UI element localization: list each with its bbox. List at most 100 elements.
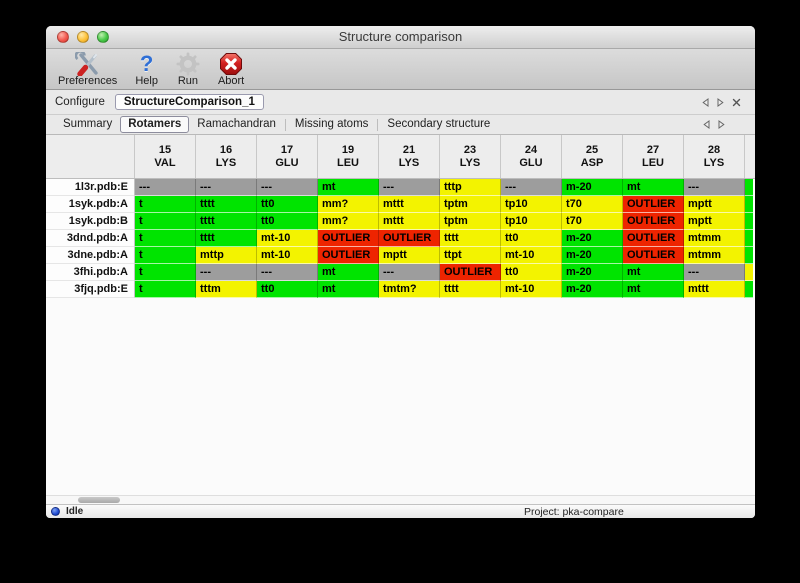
rotamer-cell[interactable]: --- xyxy=(257,179,318,196)
rotamer-cell-partial[interactable] xyxy=(745,230,753,247)
rotamer-cell[interactable]: mtmm xyxy=(684,247,745,264)
help-button[interactable]: ? Help xyxy=(135,52,158,87)
rotamer-cell[interactable]: --- xyxy=(196,264,257,281)
rotamer-cell[interactable]: mt-10 xyxy=(257,230,318,247)
rotamer-cell[interactable]: tt0 xyxy=(501,264,562,281)
rotamer-cell[interactable]: tttm xyxy=(196,281,257,298)
rotamer-cell[interactable]: mt xyxy=(623,179,684,196)
rotamer-cell[interactable]: mt xyxy=(623,264,684,281)
tab-ramachandran[interactable]: Ramachandran xyxy=(197,118,276,130)
rotamer-cell[interactable]: --- xyxy=(379,264,440,281)
rotamer-cell[interactable]: mttt xyxy=(379,196,440,213)
rotamer-cell[interactable]: mtmm xyxy=(684,230,745,247)
column-header[interactable]: 17 GLU xyxy=(257,135,318,178)
rotamer-cell[interactable]: OUTLIER xyxy=(440,264,501,281)
rotamer-cell-partial[interactable] xyxy=(745,213,753,230)
rotamer-cell[interactable]: m-20 xyxy=(562,264,623,281)
row-label[interactable]: 3fjq.pdb:E xyxy=(46,281,135,298)
right-arrow-icon[interactable] xyxy=(717,97,724,107)
window-titlebar[interactable]: Structure comparison xyxy=(46,26,755,49)
rotamer-cell[interactable]: OUTLIER xyxy=(623,196,684,213)
rotamer-cell[interactable]: --- xyxy=(196,179,257,196)
rotamer-cell[interactable]: mt xyxy=(623,281,684,298)
rotamer-cell[interactable]: t xyxy=(135,281,196,298)
rotamer-cell[interactable]: mptt xyxy=(684,213,745,230)
column-header[interactable]: 19 LEU xyxy=(318,135,379,178)
rotamer-cell[interactable]: OUTLIER xyxy=(318,230,379,247)
row-label[interactable]: 1l3r.pdb:E xyxy=(46,179,135,196)
rotamer-cell[interactable]: tptm xyxy=(440,213,501,230)
rotamer-cell[interactable]: t xyxy=(135,213,196,230)
rotamer-cell[interactable]: tmtm? xyxy=(379,281,440,298)
rotamer-cell[interactable]: tttt xyxy=(196,213,257,230)
configuration-selector[interactable]: StructureComparison_1 xyxy=(114,94,264,110)
rotamer-cell[interactable]: tt0 xyxy=(257,196,318,213)
rotamer-cell[interactable]: tttt xyxy=(196,230,257,247)
rotamer-cell[interactable]: t xyxy=(135,196,196,213)
rotamer-cell[interactable]: m-20 xyxy=(562,179,623,196)
minimize-window-button[interactable] xyxy=(77,31,89,43)
column-header[interactable]: 23 LYS xyxy=(440,135,501,178)
rotamer-cell[interactable]: mt-10 xyxy=(257,247,318,264)
rotamer-cell[interactable]: mptt xyxy=(684,196,745,213)
rotamer-cell[interactable]: t xyxy=(135,247,196,264)
rotamer-cell[interactable]: mm? xyxy=(318,213,379,230)
rotamer-cell[interactable]: mt xyxy=(318,179,379,196)
rotamer-cell[interactable]: tt0 xyxy=(501,230,562,247)
rotamer-cell[interactable]: ttpt xyxy=(440,247,501,264)
rotamer-cell[interactable]: tttt xyxy=(196,196,257,213)
rotamer-cell[interactable]: --- xyxy=(501,179,562,196)
tab-summary[interactable]: Summary xyxy=(63,118,113,130)
column-header[interactable]: 25 ASP xyxy=(562,135,623,178)
left-arrow-icon[interactable] xyxy=(703,120,710,129)
rotamer-cell[interactable]: tttt xyxy=(440,230,501,247)
rotamer-cell[interactable]: mttp xyxy=(196,247,257,264)
rotamer-cell[interactable]: tp10 xyxy=(501,196,562,213)
column-header[interactable]: 16 LYS xyxy=(196,135,257,178)
column-header[interactable]: 21 LYS xyxy=(379,135,440,178)
tab-secondary-structure[interactable]: Secondary structure xyxy=(387,118,491,130)
rotamer-cell[interactable]: t70 xyxy=(562,196,623,213)
zoom-window-button[interactable] xyxy=(97,31,109,43)
left-arrow-icon[interactable] xyxy=(702,97,709,107)
rotamer-cell[interactable]: OUTLIER xyxy=(623,247,684,264)
rotamer-cell[interactable]: tt0 xyxy=(257,213,318,230)
tab-rotamers[interactable]: Rotamers xyxy=(120,116,190,133)
close-window-button[interactable] xyxy=(57,31,69,43)
column-header[interactable]: 15 VAL xyxy=(135,135,196,178)
rotamer-cell[interactable]: t70 xyxy=(562,213,623,230)
run-button[interactable]: Run xyxy=(176,52,200,87)
horizontal-scrollbar-thumb[interactable] xyxy=(78,497,120,503)
rotamer-cell[interactable]: mt xyxy=(318,264,379,281)
rotamer-cell[interactable]: OUTLIER xyxy=(379,230,440,247)
rotamer-cell[interactable]: tp10 xyxy=(501,213,562,230)
row-label[interactable]: 1syk.pdb:B xyxy=(46,213,135,230)
rotamer-cell[interactable]: --- xyxy=(684,179,745,196)
rotamer-cell[interactable]: mt-10 xyxy=(501,247,562,264)
rotamer-cell[interactable]: --- xyxy=(257,264,318,281)
tab-missing-atoms[interactable]: Missing atoms xyxy=(294,118,369,130)
column-header[interactable]: 28 LYS xyxy=(684,135,745,178)
rotamer-cell-partial[interactable] xyxy=(745,247,753,264)
row-label[interactable]: 3dnd.pdb:A xyxy=(46,230,135,247)
rotamer-cell[interactable]: --- xyxy=(684,264,745,281)
rotamer-cell[interactable]: mt xyxy=(318,281,379,298)
rotamer-cell[interactable]: tttp xyxy=(440,179,501,196)
rotamer-cell[interactable]: m-20 xyxy=(562,247,623,264)
right-arrow-icon[interactable] xyxy=(718,120,725,129)
row-label[interactable]: 3fhi.pdb:A xyxy=(46,264,135,281)
rotamer-cell[interactable]: OUTLIER xyxy=(623,230,684,247)
rotamer-cell[interactable]: --- xyxy=(135,179,196,196)
rotamer-cell[interactable]: tttt xyxy=(440,281,501,298)
rotamer-cell[interactable]: OUTLIER xyxy=(623,213,684,230)
rotamer-cell[interactable]: mm? xyxy=(318,196,379,213)
rotamer-cell-partial[interactable] xyxy=(745,196,753,213)
rotamer-cell[interactable]: mt-10 xyxy=(501,281,562,298)
rotamer-cell[interactable]: tt0 xyxy=(257,281,318,298)
rotamer-cell[interactable]: mttt xyxy=(379,213,440,230)
row-label[interactable]: 1syk.pdb:A xyxy=(46,196,135,213)
column-header[interactable]: 27 LEU xyxy=(623,135,684,178)
column-header[interactable]: 24 GLU xyxy=(501,135,562,178)
abort-button[interactable]: Abort xyxy=(218,52,244,87)
rotamer-cell[interactable]: --- xyxy=(379,179,440,196)
